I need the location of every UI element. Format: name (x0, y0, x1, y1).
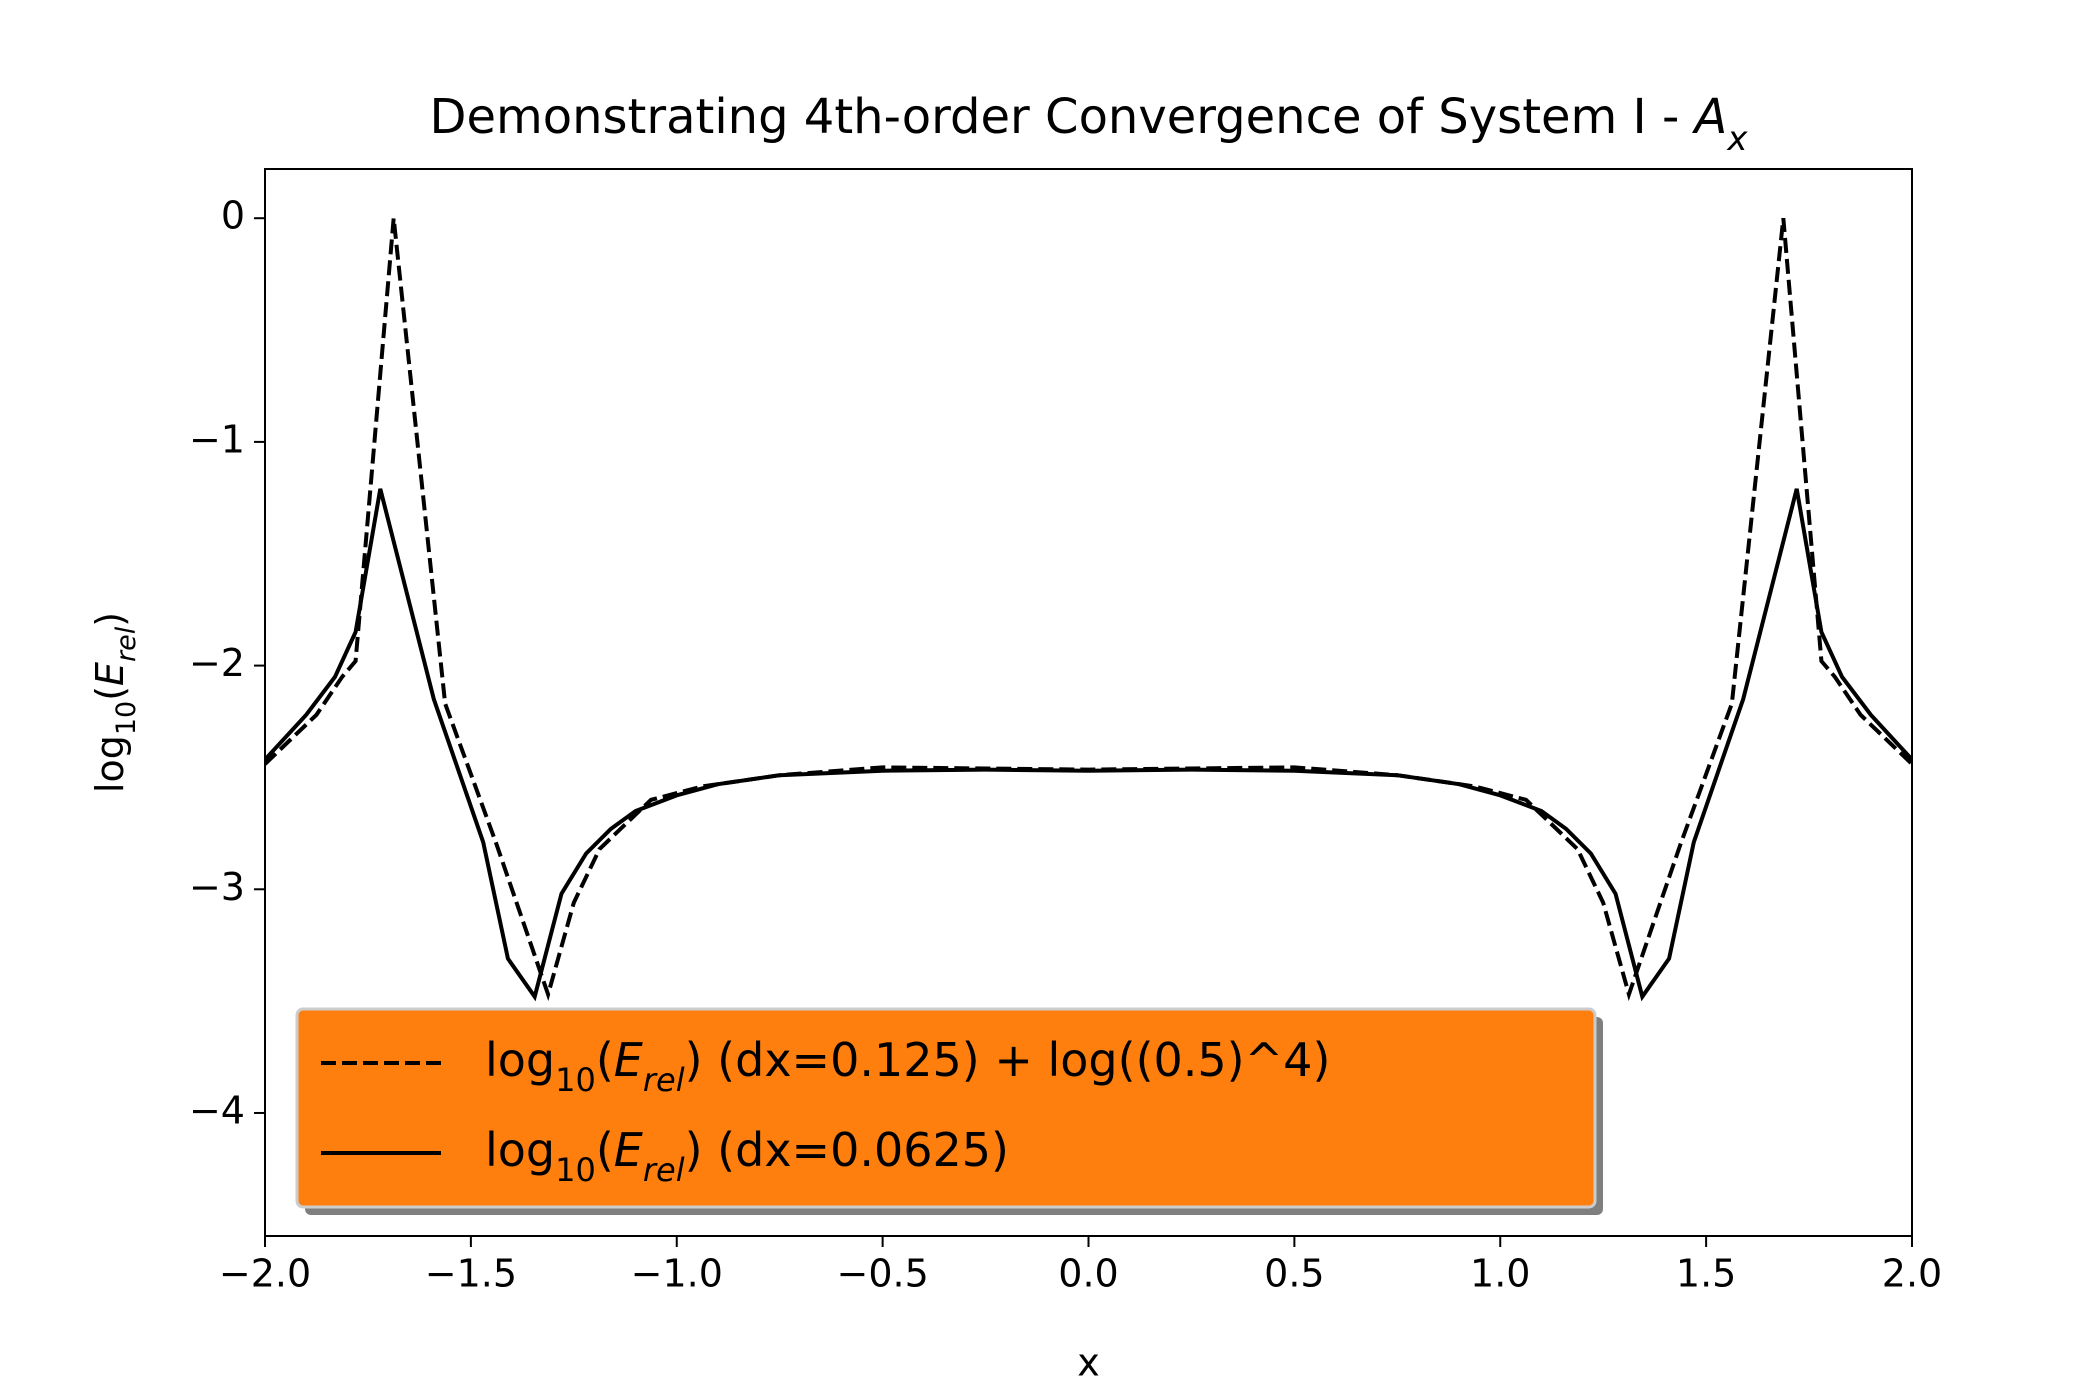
x-tick-label: −1.5 (425, 1252, 517, 1296)
x-tick-label: 1.0 (1470, 1252, 1530, 1296)
legend-label: log10(Erel) (dx=0.125) + log((0.5)^4) (485, 1033, 1330, 1100)
y-tick-label: −3 (189, 865, 245, 909)
text-segment: E (614, 1123, 643, 1177)
y-tick-label: −2 (189, 641, 245, 685)
text-segment: ) (dx=0.125) + log((0.5)^4) (685, 1033, 1331, 1087)
x-tick-label: −1.0 (631, 1252, 723, 1296)
text-segment: log (88, 735, 132, 793)
text-segment: 10 (555, 1151, 596, 1189)
text-segment: ) (dx=0.0625) (685, 1123, 1009, 1177)
legend-box (295, 1007, 1597, 1209)
text-segment: E (614, 1033, 643, 1087)
text-segment: 10 (111, 701, 142, 735)
series-line (265, 488, 1912, 1002)
text-segment: rel (643, 1151, 685, 1189)
y-tick-label: −1 (189, 417, 245, 461)
x-tick-label: −2.0 (219, 1252, 311, 1296)
text-segment: ( (596, 1123, 614, 1177)
text-segment: log (485, 1123, 555, 1177)
plot-frame (264, 168, 1913, 1237)
text-segment: ( (88, 686, 132, 701)
text-segment: Demonstrating 4th-order Convergence of S… (429, 89, 1694, 145)
x-tick-label: −0.5 (836, 1252, 928, 1296)
text-segment: log (485, 1033, 555, 1087)
x-axis-label: x (1077, 1341, 1100, 1385)
y-axis-label: log10(Erel) (88, 612, 143, 793)
y-tick-label: −4 (189, 1088, 245, 1132)
chart-title: Demonstrating 4th-order Convergence of S… (429, 89, 1748, 159)
text-segment: A (1692, 89, 1728, 145)
x-tick-label: 0.5 (1264, 1252, 1324, 1296)
text-segment: rel (643, 1061, 685, 1099)
text-segment: 10 (555, 1061, 596, 1099)
legend-label: log10(Erel) (dx=0.0625) (485, 1123, 1009, 1190)
text-segment: ) (88, 612, 132, 627)
x-tick-label: 1.5 (1676, 1252, 1736, 1296)
text-segment: x (1726, 119, 1748, 159)
x-tick-label: 2.0 (1882, 1252, 1942, 1296)
text-segment: rel (111, 626, 142, 662)
text-segment: ( (596, 1033, 614, 1087)
y-tick-label: 0 (221, 194, 245, 238)
text-segment: E (88, 662, 132, 686)
x-tick-label: 0.0 (1058, 1252, 1118, 1296)
